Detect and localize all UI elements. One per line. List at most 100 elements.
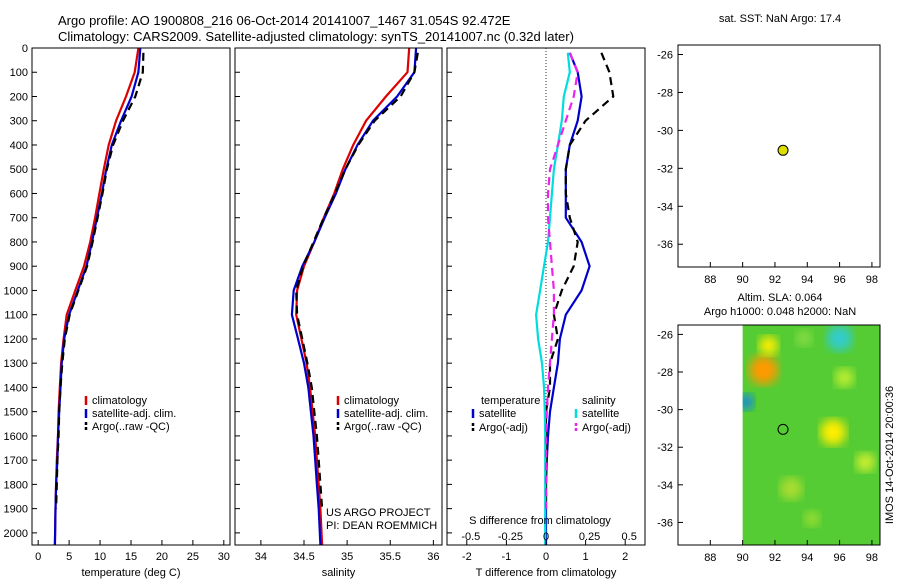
- x-tick-label: 30: [218, 551, 230, 563]
- y-tick-label: -34: [657, 480, 673, 492]
- y-tick-label: 1800: [4, 479, 28, 491]
- x-tick-label: 25: [187, 551, 199, 563]
- legend-label: satellite-adj. clim.: [92, 408, 176, 420]
- x-tick-label: 90: [737, 274, 749, 286]
- x-tick-label: 0: [543, 551, 549, 563]
- legend-label: Argo(-adj): [582, 422, 631, 434]
- series-line-satellite-adj-clim-: [53, 47, 142, 546]
- heatmap-cell: [834, 367, 855, 388]
- heatmap-cell: [855, 452, 876, 472]
- map-frame: [677, 324, 881, 546]
- figure-title-line-1: Argo profile: AO 1900808_216 06-Oct-2014…: [58, 13, 511, 28]
- y-tick-label: -32: [657, 442, 673, 454]
- y-tick-label: 1000: [4, 285, 28, 297]
- legend-label: Argo(..raw -QC): [92, 421, 170, 433]
- y-tick-label: 1600: [4, 431, 28, 443]
- y-tick-label: 500: [10, 164, 28, 176]
- y-tick-label: -36: [657, 517, 673, 529]
- project-credit-line-1: US ARGO PROJECT: [326, 507, 431, 519]
- legend-label: satellite: [479, 408, 516, 420]
- y-tick-label: -34: [657, 201, 673, 213]
- y-tick-label: 1200: [4, 334, 28, 346]
- sla-panel-title-2: Argo h1000: 0.048 h2000: NaN: [703, 306, 857, 318]
- x-tick-label: 34: [255, 551, 267, 563]
- y-tick-label: 0: [22, 43, 28, 55]
- x-tick-label: 98: [866, 274, 878, 286]
- legend-title-temperature: temperature: [481, 395, 540, 407]
- heatmap-cell: [804, 510, 821, 527]
- y-tick-label: -36: [657, 239, 673, 251]
- y-tick-label: 300: [10, 116, 28, 128]
- x-tick-label: -1: [502, 551, 512, 563]
- x-tick-label: 34.5: [293, 551, 314, 563]
- heatmap-cell: [758, 335, 779, 356]
- top-x-tick-label: -0.25: [498, 531, 523, 543]
- y-tick-label: 2000: [4, 528, 28, 540]
- x-tick-label: 90: [737, 552, 749, 564]
- x-tick-label: 98: [866, 552, 878, 564]
- series-line-argo-raw-qc-: [55, 52, 145, 509]
- y-tick-label: 400: [10, 140, 28, 152]
- y-tick-label: 1300: [4, 358, 28, 370]
- x-tick-label: 20: [156, 551, 168, 563]
- series-line-temperature-satellite: [544, 52, 591, 545]
- top-x-tick-label: -0.5: [461, 531, 480, 543]
- x-tick-label: 88: [704, 552, 716, 564]
- x-tick-label: 88: [704, 274, 716, 286]
- x-axis-label: temperature (deg C): [81, 567, 180, 579]
- argo-position-marker: [777, 423, 789, 435]
- series-line-climatology: [53, 47, 140, 546]
- y-tick-label: 900: [10, 261, 28, 273]
- x-axis-label: T difference from climatology: [476, 567, 617, 579]
- map-frame: [677, 44, 881, 268]
- y-tick-label: 200: [10, 91, 28, 103]
- y-tick-label: -26: [657, 49, 673, 61]
- x-tick-label: 35: [341, 551, 353, 563]
- y-tick-label: 1900: [4, 504, 28, 516]
- legend-label: Argo(..raw -QC): [344, 421, 422, 433]
- y-tick-label: 1700: [4, 455, 28, 467]
- y-tick-label: 1400: [4, 382, 28, 394]
- x-tick-label: 0: [35, 551, 41, 563]
- figure-title-line-2: Climatology: CARS2009. Satellite-adjuste…: [58, 29, 574, 44]
- top-x-tick-label: 0.5: [622, 531, 637, 543]
- x-tick-label: -2: [462, 551, 472, 563]
- x-tick-label: 36: [427, 551, 439, 563]
- x-tick-label: 96: [833, 274, 845, 286]
- x-tick-label: 94: [801, 552, 813, 564]
- x-tick-label: 2: [622, 551, 628, 563]
- y-tick-label: 700: [10, 213, 28, 225]
- x-tick-label: 92: [769, 274, 781, 286]
- x-tick-label: 5: [66, 551, 72, 563]
- y-tick-label: -28: [657, 367, 673, 379]
- heatmap-cell: [749, 355, 779, 385]
- y-tick-label: 1100: [4, 310, 28, 322]
- x-tick-label: 94: [801, 274, 813, 286]
- heatmap-cell: [742, 394, 754, 411]
- legend-label: climatology: [344, 395, 400, 407]
- y-tick-label: -32: [657, 163, 673, 175]
- top-x-tick-label: 0.25: [579, 531, 600, 543]
- heatmap-cell: [779, 477, 803, 500]
- x-tick-label: 15: [125, 551, 137, 563]
- x-tick-label: 92: [769, 552, 781, 564]
- plot-frame: [31, 47, 231, 546]
- y-tick-label: -30: [657, 125, 673, 137]
- legend-label: climatology: [92, 395, 148, 407]
- sla-panel-title-1: Altim. SLA: 0.064: [737, 292, 823, 304]
- legend-label: satellite: [582, 408, 619, 420]
- y-tick-label: 600: [10, 188, 28, 200]
- plot-frame: [234, 47, 443, 546]
- argo-position-marker: [777, 144, 789, 156]
- legend-label: satellite-adj. clim.: [344, 408, 428, 420]
- legend-title-salinity: salinity: [582, 395, 616, 407]
- heatmap-cell: [795, 330, 813, 347]
- project-credit-line-2: PI: DEAN ROEMMICH: [326, 520, 438, 532]
- top-x-tick-label: 0: [543, 531, 549, 543]
- sst-panel-title: sat. SST: NaN Argo: 17.4: [718, 13, 842, 25]
- y-tick-label: 1500: [4, 407, 28, 419]
- series-line-temperature-argo-adj-: [544, 52, 615, 509]
- y-tick-label: -26: [657, 329, 673, 341]
- heatmap-cell: [826, 325, 853, 352]
